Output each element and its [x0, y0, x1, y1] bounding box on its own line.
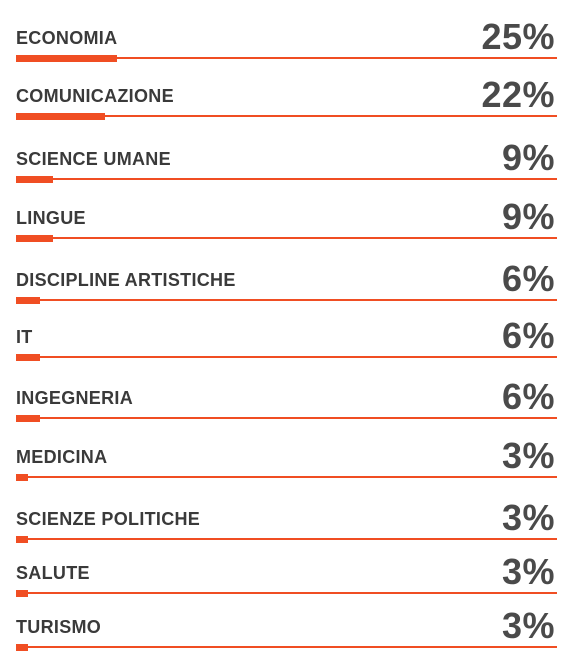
- bar: [16, 354, 40, 361]
- bar: [16, 590, 28, 597]
- value-label: 9%: [501, 137, 555, 178]
- bar-row: SCIENCE UMANE 9%: [16, 129, 557, 183]
- bar-track: [16, 417, 557, 419]
- bar-track: [16, 476, 557, 478]
- value-label: 9%: [501, 196, 555, 237]
- category-label: MEDICINA: [16, 447, 108, 467]
- bar: [16, 176, 53, 183]
- bar-row: IT 6%: [16, 307, 557, 361]
- value-label: 22%: [481, 74, 555, 115]
- bar: [16, 297, 40, 304]
- bar: [16, 55, 117, 62]
- bar-track: [16, 115, 557, 117]
- value-label: 3%: [501, 435, 555, 476]
- bar-track: [16, 356, 557, 358]
- value-label: 6%: [501, 376, 555, 417]
- bar-row: LINGUE 9%: [16, 188, 557, 242]
- bar: [16, 536, 28, 543]
- bar-row: SALUTE 3%: [16, 543, 557, 597]
- bar-row: SCIENZE POLITICHE 3%: [16, 489, 557, 543]
- category-label: INGEGNERIA: [16, 388, 134, 408]
- value-label: 3%: [501, 551, 555, 592]
- category-label: TURISMO: [16, 617, 102, 637]
- category-label: COMUNICAZIONE: [16, 86, 174, 106]
- bar-row: DISCIPLINE ARTISTICHE 6%: [16, 250, 557, 304]
- category-label: SALUTE: [16, 563, 90, 583]
- value-label: 3%: [501, 497, 555, 538]
- bar-track: [16, 299, 557, 301]
- bar-row: TURISMO 3%: [16, 597, 557, 651]
- category-label: IT: [16, 327, 33, 347]
- value-label: 6%: [501, 258, 555, 299]
- bar: [16, 113, 105, 120]
- bar-track: [16, 237, 557, 239]
- value-label: 6%: [501, 315, 555, 356]
- bar-row: INGEGNERIA 6%: [16, 368, 557, 422]
- bar-track: [16, 592, 557, 594]
- bar-track: [16, 538, 557, 540]
- bar-row: COMUNICAZIONE 22%: [16, 66, 557, 120]
- category-label: LINGUE: [16, 208, 86, 228]
- bar: [16, 474, 28, 481]
- bar-row: MEDICINA 3%: [16, 427, 557, 481]
- category-label: DISCIPLINE ARTISTICHE: [16, 270, 236, 290]
- bar: [16, 235, 53, 242]
- category-label: ECONOMIA: [16, 28, 118, 48]
- category-label: SCIENZE POLITICHE: [16, 509, 201, 529]
- bar: [16, 415, 40, 422]
- bar-track: [16, 57, 557, 59]
- bar: [16, 644, 28, 651]
- bar-row: ECONOMIA 25%: [16, 8, 557, 62]
- bar-track: [16, 178, 557, 180]
- value-label: 3%: [501, 605, 555, 646]
- value-label: 25%: [481, 16, 555, 57]
- bar-track: [16, 646, 557, 648]
- category-label: SCIENCE UMANE: [16, 149, 171, 169]
